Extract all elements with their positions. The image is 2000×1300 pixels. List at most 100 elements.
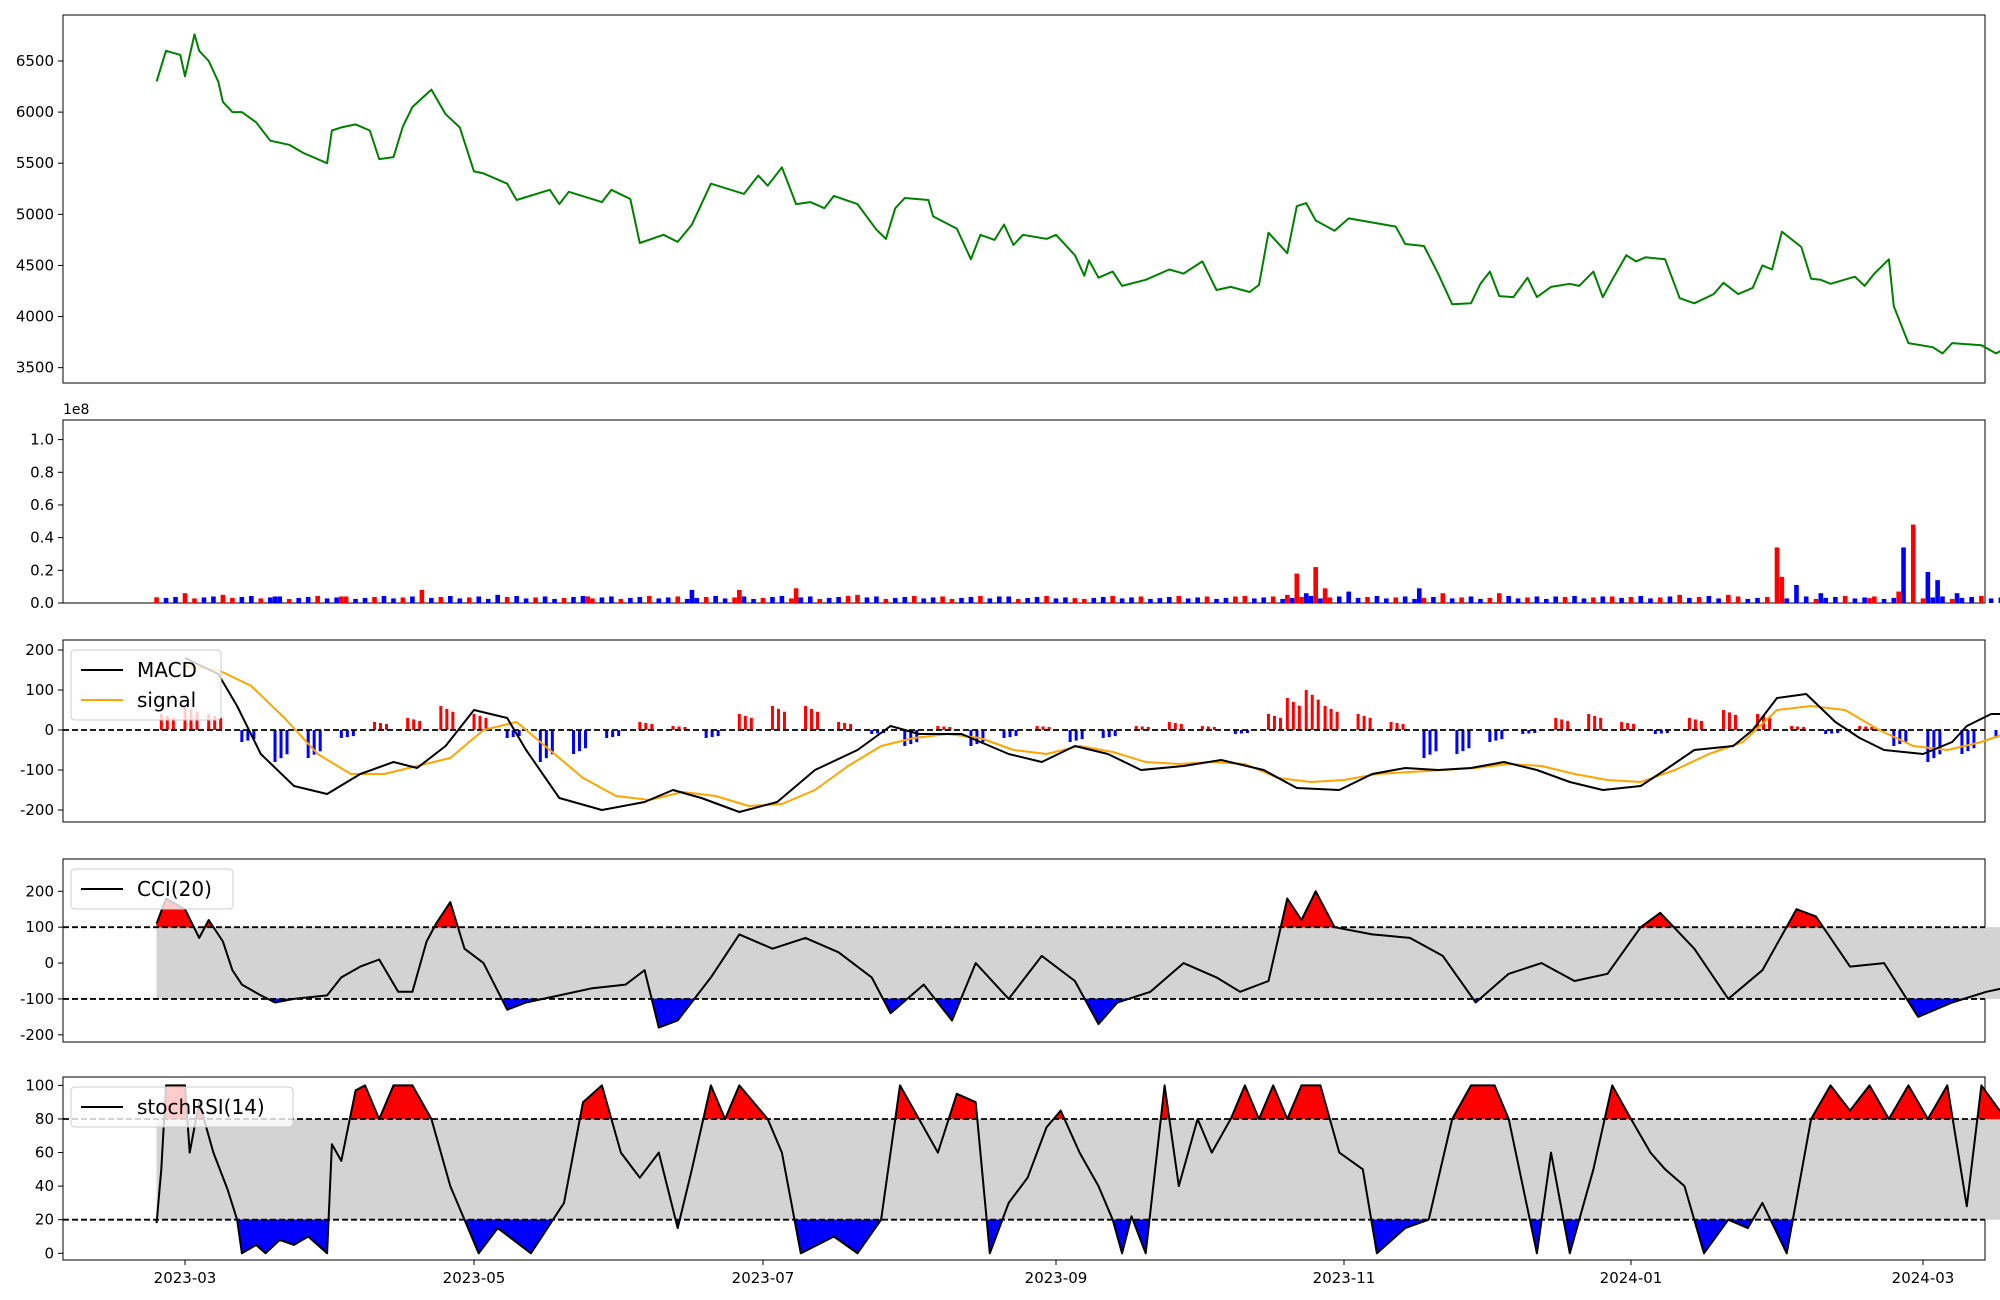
volume-bar (1214, 598, 1219, 603)
volume-bar (1954, 593, 1960, 603)
volume-bar (793, 588, 799, 603)
stochrsi-legend: stochRSI(14) (70, 1086, 294, 1128)
volume-bar (789, 598, 794, 603)
volume-bar (836, 596, 841, 603)
cci-legend-label: CCI(20) (137, 877, 212, 901)
volume-bar (419, 589, 425, 603)
volume-bar (1706, 595, 1712, 603)
volume-bar (845, 595, 851, 603)
volume-bar (1628, 596, 1634, 603)
volume-bar (1638, 595, 1644, 603)
volume-bar (1294, 573, 1300, 603)
volume-bar (1823, 597, 1828, 603)
macd-histogram-bar (704, 730, 708, 738)
macd-histogram-bar (1560, 719, 1564, 730)
volume-bar (1779, 576, 1785, 603)
stochrsi-oversold-fill (156, 1219, 1794, 1255)
volume-bar (1402, 596, 1408, 603)
macd-legend-box (70, 649, 222, 721)
volume-bar (883, 598, 889, 603)
volume-bar (1833, 596, 1838, 603)
volume-bar (1998, 597, 2000, 603)
macd-histogram-bar (195, 711, 199, 730)
volume-bar (1940, 596, 1945, 603)
macd-histogram-bar (1599, 717, 1603, 730)
macd-histogram-bar (644, 722, 648, 730)
volume-bar (1242, 595, 1248, 603)
macd-histogram-bar (213, 715, 217, 730)
macd-histogram-bar (165, 715, 169, 730)
macd-histogram-bar (1527, 730, 1531, 734)
macd-histogram-bar (1245, 730, 1249, 734)
volume-bar (902, 596, 908, 603)
macd-histogram-bar (1938, 730, 1942, 755)
volume-bar (296, 597, 302, 603)
volume-bar (457, 598, 463, 603)
volume-bar (305, 596, 311, 603)
macd-histogram-bar (351, 730, 355, 737)
volume-bar (571, 596, 576, 603)
volume-bar (1891, 597, 1897, 603)
macd-histogram-bar (1291, 701, 1295, 730)
volume-bar (267, 597, 273, 603)
volume-bar (339, 596, 344, 603)
macd-histogram-bar (1395, 722, 1399, 730)
macd-histogram-bar (159, 714, 163, 730)
macd-histogram-bar (942, 726, 946, 730)
macd-legend-label: MACD (137, 658, 197, 682)
macd-histogram-bar (617, 730, 621, 737)
volume-bar (1303, 593, 1309, 603)
macd-histogram-bar (810, 708, 814, 730)
macd-histogram-bar (379, 722, 383, 730)
macd-histogram-bar (870, 730, 874, 734)
macd-histogram-bar (1428, 730, 1432, 755)
volume-bar (1053, 598, 1059, 603)
macd-histogram-bar (1401, 723, 1405, 730)
macd-histogram-bar (318, 730, 322, 752)
macd-histogram-bar (1167, 722, 1171, 730)
volume-bar (211, 596, 216, 603)
volume-bar (1006, 596, 1012, 603)
volume-bar (1313, 567, 1318, 603)
macd-histogram-bar (1768, 717, 1772, 730)
macd-histogram-bar (1014, 730, 1018, 737)
macd-histogram-bar (737, 714, 741, 730)
volume-bar (1515, 598, 1521, 603)
macd-histogram-bar (240, 730, 244, 742)
price-ytick-label: 6000 (16, 103, 54, 121)
volume-bar (1764, 596, 1770, 603)
volume-bar (163, 597, 169, 603)
macd-histogram-bar (219, 717, 223, 730)
volume-bar (343, 596, 349, 603)
volume-bar (817, 598, 823, 603)
volume-ytick-label: 0.0 (30, 594, 54, 612)
macd-histogram-bar (484, 717, 488, 730)
volume-bar (864, 597, 870, 603)
volume-bar (1034, 596, 1040, 603)
price-ytick-label: 6500 (16, 52, 54, 70)
volume-bar (372, 596, 377, 603)
macd-histogram-bar (1179, 723, 1183, 730)
macd-histogram-bar (671, 726, 675, 730)
macd-histogram-bar (1500, 730, 1504, 740)
macd-histogram-bar (1659, 730, 1663, 734)
volume-bar (324, 598, 330, 603)
volume-bar (1416, 588, 1422, 603)
macd-histogram-bar (1699, 720, 1703, 730)
volume-bar (1862, 597, 1867, 603)
volume-bar (1204, 596, 1210, 603)
stochrsi-ytick-label: 100 (25, 1076, 54, 1094)
volume-bar (192, 598, 197, 603)
macd-histogram-bar (339, 730, 343, 738)
volume-bar (1930, 597, 1936, 603)
volume-bar (1745, 598, 1751, 603)
macd-histogram-bar (1960, 730, 1964, 754)
macd-histogram-bar (1002, 730, 1006, 738)
volume-bar (1920, 598, 1926, 603)
volume-bar (770, 596, 775, 603)
macd-histogram-bar (1587, 714, 1591, 730)
cci-legend: CCI(20) (70, 868, 234, 910)
macd-histogram-bar (1488, 730, 1492, 742)
volume-bar (533, 597, 538, 603)
macd-histogram-bar (743, 715, 747, 730)
